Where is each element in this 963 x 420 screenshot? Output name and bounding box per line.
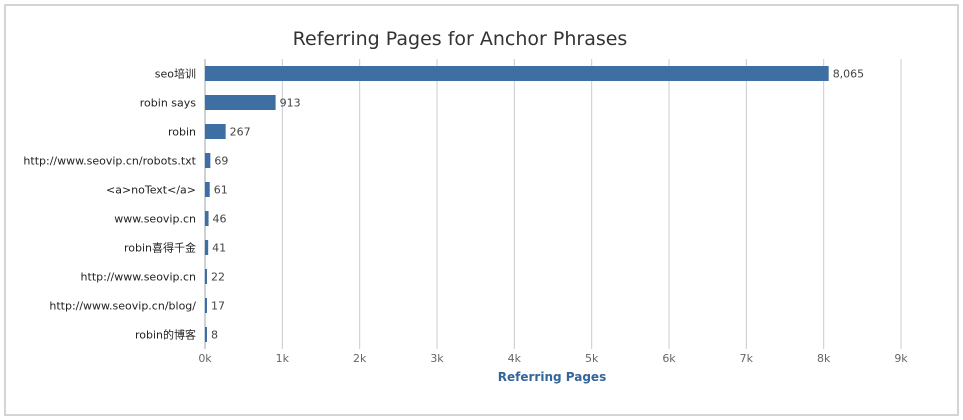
bar[interactable] (205, 269, 207, 284)
category-label: <a>noText</a> (106, 184, 196, 197)
x-tick-label: 2k (353, 352, 367, 365)
bar[interactable] (205, 124, 226, 139)
value-label: 17 (211, 300, 225, 313)
value-label: 267 (230, 126, 251, 139)
x-tick-label: 7k (740, 352, 754, 365)
category-label: http://www.seovip.cn (81, 271, 196, 284)
bar[interactable] (205, 95, 276, 110)
bar[interactable] (205, 182, 210, 197)
value-label: 22 (211, 271, 225, 284)
x-tick-label: 9k (894, 352, 908, 365)
bar[interactable] (205, 298, 207, 313)
x-tick-label: 0k (198, 352, 212, 365)
bars (205, 66, 829, 342)
value-label: 69 (214, 155, 228, 168)
value-label: 8,065 (833, 68, 865, 81)
bar[interactable] (205, 153, 211, 168)
category-label: http://www.seovip.cn/blog/ (49, 300, 196, 313)
category-label: robin says (140, 97, 196, 110)
bar[interactable] (205, 327, 207, 342)
x-tick-label: 8k (817, 352, 831, 365)
x-tick-label: 5k (585, 352, 599, 365)
category-label: robin (168, 126, 196, 139)
bar[interactable] (205, 211, 209, 226)
value-label: 8 (211, 329, 218, 342)
value-label: 61 (214, 184, 228, 197)
bar[interactable] (205, 240, 209, 255)
x-tick-labels: 0k 1k 2k 3k 4k 5k 6k 7k 8k 9k (198, 352, 908, 365)
x-tick-label: 4k (508, 352, 522, 365)
chart-title: Referring Pages for Anchor Phrases (293, 28, 628, 50)
gridlines (204, 59, 902, 349)
x-tick-label: 1k (276, 352, 290, 365)
x-axis-label: Referring Pages (498, 370, 606, 384)
x-tick-label: 3k (430, 352, 444, 365)
value-label: 41 (212, 242, 226, 255)
x-tick-label: 6k (662, 352, 676, 365)
category-label: robin喜得千金 (124, 241, 196, 255)
category-label: www.seovip.cn (114, 213, 196, 226)
category-labels: seo培训 robin says robin http://www.seovip.cn… (23, 67, 196, 342)
category-label: seo培训 (155, 67, 196, 81)
value-labels: 8,065 913 267 69 61 46 41 22 17 8 (211, 68, 864, 342)
bar[interactable] (205, 66, 829, 81)
value-label: 46 (213, 213, 227, 226)
category-label: http://www.seovip.cn/robots.txt (23, 155, 196, 168)
category-label: robin的博客 (135, 328, 196, 342)
value-label: 913 (280, 97, 301, 110)
